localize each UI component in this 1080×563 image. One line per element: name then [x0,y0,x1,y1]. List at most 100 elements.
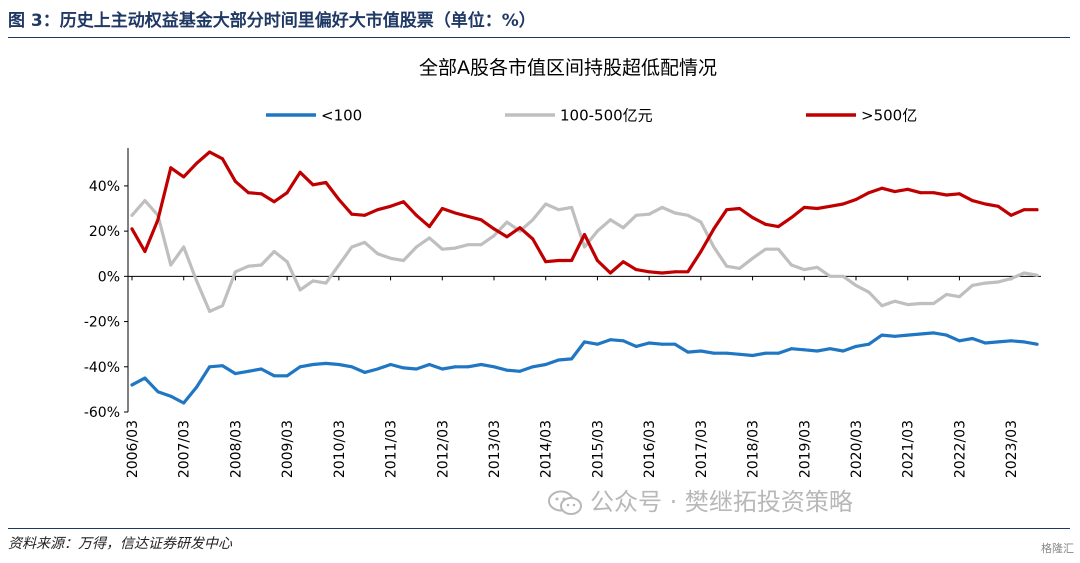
series-3-point [673,270,677,274]
series-3-point [712,227,716,231]
series-2-point [195,279,199,283]
series-2-point [440,247,444,251]
series-2-point [854,283,858,287]
top-rule [8,37,1070,38]
series-1-point [802,348,806,352]
series-1-point [350,365,354,369]
series-1-point [789,347,793,351]
series-3-point [1035,208,1039,212]
series-1-point [208,365,212,369]
x-tick-label: 2015/03 [590,420,606,478]
series-2-point [414,245,418,249]
series-3-point [505,235,509,239]
series-3-point [608,271,612,275]
series-1-point [764,351,767,355]
series-2-point [660,205,664,209]
series-1-point [1035,342,1039,346]
series-3-point [621,260,625,264]
series-3-point [233,179,237,183]
x-tick-label: 2012/03 [435,420,451,478]
series-3-point [557,259,561,262]
series-2-point [776,247,780,251]
series-2-point [828,274,832,278]
series-3-point [376,208,380,212]
series-3-point [595,259,599,262]
series-1-point [751,354,755,357]
series-1-point [841,349,845,353]
series-1-point [673,342,677,346]
series-3-point [647,270,651,274]
series-3-point [906,187,910,191]
series-2-point [363,240,367,244]
series-2-point [841,274,845,278]
series-2-point [699,220,703,224]
legend-label-3: >500亿 [861,107,917,125]
series-1-point [143,376,147,380]
series-3-point [402,200,405,204]
series-1-point [583,340,586,344]
series-2-point [634,213,638,217]
series-2-point [738,266,742,270]
series-2-point [764,247,767,251]
series-3-point [867,191,871,195]
series-1-point [893,334,897,338]
series-1-point [479,363,483,366]
series-1-point [996,340,1000,344]
series-1-point [699,349,703,353]
series-2-point [802,268,806,272]
series-line-3 [130,150,1039,275]
y-tick-label: -40% [84,360,120,376]
series-2-point [531,218,535,222]
series-3-point [776,225,780,229]
series-2-point [570,205,574,209]
series-2-point [789,263,793,267]
series-1-point [932,331,936,335]
series-2-point [182,245,186,249]
y-tick-label: 20% [89,224,120,240]
series-2-point [208,309,212,313]
series-2-point [712,245,716,249]
series-1-point [647,341,651,345]
bottom-rule [8,528,1070,529]
series-1-point [311,363,315,366]
series-1-point [363,370,367,374]
series-2-point [945,292,948,296]
x-tick-label: 2018/03 [746,420,762,478]
series-2-point [324,281,328,285]
series-2-point [1022,271,1026,275]
series-3-point [298,170,302,174]
series-1-point [233,372,237,376]
series-3-point [841,202,845,206]
series-3-point [764,222,767,226]
series-1-point [686,350,690,354]
x-tick-label: 2019/03 [797,420,813,478]
series-3-point [285,191,289,195]
series-1-point [285,374,289,378]
series-2-point [505,220,509,224]
legend-label-1: <100 [321,107,362,125]
series-3-point [311,183,315,187]
series-1-point [738,352,742,356]
series-2-point [298,288,302,292]
series-3-point [130,227,134,231]
series-1-point [453,365,457,369]
series-3-point [466,214,470,218]
x-tick-label: 2010/03 [332,420,348,478]
watermark-text: 公众号 · 樊继拓投资策略 [590,488,853,516]
x-tick-label: 2009/03 [280,420,296,478]
series-1-point [195,385,199,389]
series-1-point [389,363,393,366]
series-1-point [440,367,444,371]
legend-label-2: 100-500亿元 [560,107,653,125]
series-3-point [802,205,806,209]
series-3-point [479,218,483,222]
figure-title: 图 3：历史上主动权益基金大部分时间里偏好大市值股票（单位：%） [8,11,536,31]
x-tick-label: 2011/03 [384,420,400,478]
series-1-point [776,351,780,355]
series-1-point [324,361,328,365]
series-1-point [660,342,664,346]
series-2-point [479,243,483,247]
series-3-point [453,211,457,215]
series-3-point [854,198,858,201]
series-2-point [233,270,237,274]
